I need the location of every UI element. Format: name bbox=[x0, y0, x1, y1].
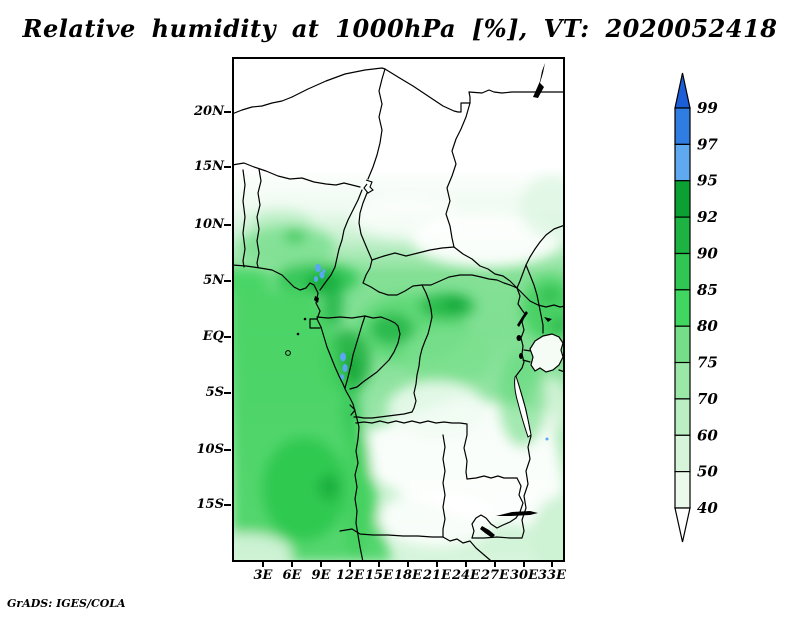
colorbar-segment bbox=[675, 144, 690, 180]
y-tick-mark bbox=[224, 392, 231, 394]
x-tick-mark bbox=[262, 562, 264, 567]
y-tick-mark bbox=[224, 449, 231, 451]
colorbar-segment bbox=[675, 290, 690, 326]
map-panel bbox=[232, 57, 565, 562]
x-tick-mark bbox=[407, 562, 409, 567]
y-tick-label: 5N bbox=[180, 273, 224, 289]
y-tick-mark bbox=[224, 280, 231, 282]
y-tick-label: 20N bbox=[180, 104, 224, 120]
colorbar-segment bbox=[675, 399, 690, 435]
x-tick-mark bbox=[378, 562, 380, 567]
colorbar-segment bbox=[675, 181, 690, 217]
y-tick-label: 5S bbox=[180, 385, 224, 401]
x-tick-mark bbox=[349, 562, 351, 567]
colorbar-label: 80 bbox=[697, 317, 718, 335]
colorbar-label: 75 bbox=[697, 354, 718, 372]
colorbar-arrow-top bbox=[675, 73, 690, 108]
y-tick-mark bbox=[224, 166, 231, 168]
y-tick-label: 15S bbox=[180, 497, 224, 513]
colorbar-segment bbox=[675, 326, 690, 362]
colorbar-segment bbox=[675, 254, 690, 290]
lake-edward bbox=[517, 335, 522, 341]
colorbar-segment bbox=[675, 472, 690, 508]
sao-tome-island bbox=[297, 333, 300, 336]
grads-attribution: GrADS: IGES/COLA bbox=[7, 597, 126, 610]
colorbar-label: 60 bbox=[697, 426, 718, 444]
y-tick-label: 15N bbox=[180, 159, 224, 175]
colorbar-segment bbox=[675, 363, 690, 399]
y-tick-label: 10N bbox=[180, 217, 224, 233]
x-tick-mark bbox=[494, 562, 496, 567]
colorbar-label: 97 bbox=[697, 135, 718, 153]
x-tick-mark bbox=[291, 562, 293, 567]
y-tick-mark bbox=[224, 336, 231, 338]
colorbar: 99 97 95 92 90 85 80 75 70 60 50 40 bbox=[660, 60, 800, 560]
colorbar-label: 40 bbox=[697, 499, 718, 517]
colorbar-label: 85 bbox=[697, 281, 718, 299]
colorbar-label: 70 bbox=[697, 390, 718, 408]
x-tick-mark bbox=[523, 562, 525, 567]
x-tick-mark bbox=[551, 562, 553, 567]
x-tick-label: 33E bbox=[532, 568, 572, 584]
y-tick-mark bbox=[224, 111, 231, 113]
chart-title: Relative humidity at 1000hPa [%], VT: 20… bbox=[0, 14, 800, 43]
y-tick-label: 10S bbox=[180, 442, 224, 458]
colorbar-label: 95 bbox=[697, 172, 718, 190]
colorbar-segment bbox=[675, 217, 690, 253]
x-tick-mark bbox=[465, 562, 467, 567]
y-tick-mark bbox=[224, 224, 231, 226]
colorbar-segment bbox=[675, 435, 690, 471]
x-tick-mark bbox=[436, 562, 438, 567]
colorbar-label: 99 bbox=[697, 99, 718, 117]
y-tick-mark bbox=[224, 504, 231, 506]
y-tick-label: EQ bbox=[180, 329, 224, 345]
colorbar-label: 92 bbox=[697, 208, 718, 226]
grads-figure: Relative humidity at 1000hPa [%], VT: 20… bbox=[0, 0, 800, 618]
lake-kivu bbox=[519, 353, 523, 359]
colorbar-label: 90 bbox=[697, 245, 718, 263]
colorbar-arrow-bottom bbox=[675, 508, 690, 542]
humidity-map bbox=[232, 57, 565, 562]
colorbar-label: 50 bbox=[697, 463, 718, 481]
principe-island bbox=[304, 318, 307, 321]
colorbar-segment bbox=[675, 108, 690, 144]
x-tick-mark bbox=[320, 562, 322, 567]
